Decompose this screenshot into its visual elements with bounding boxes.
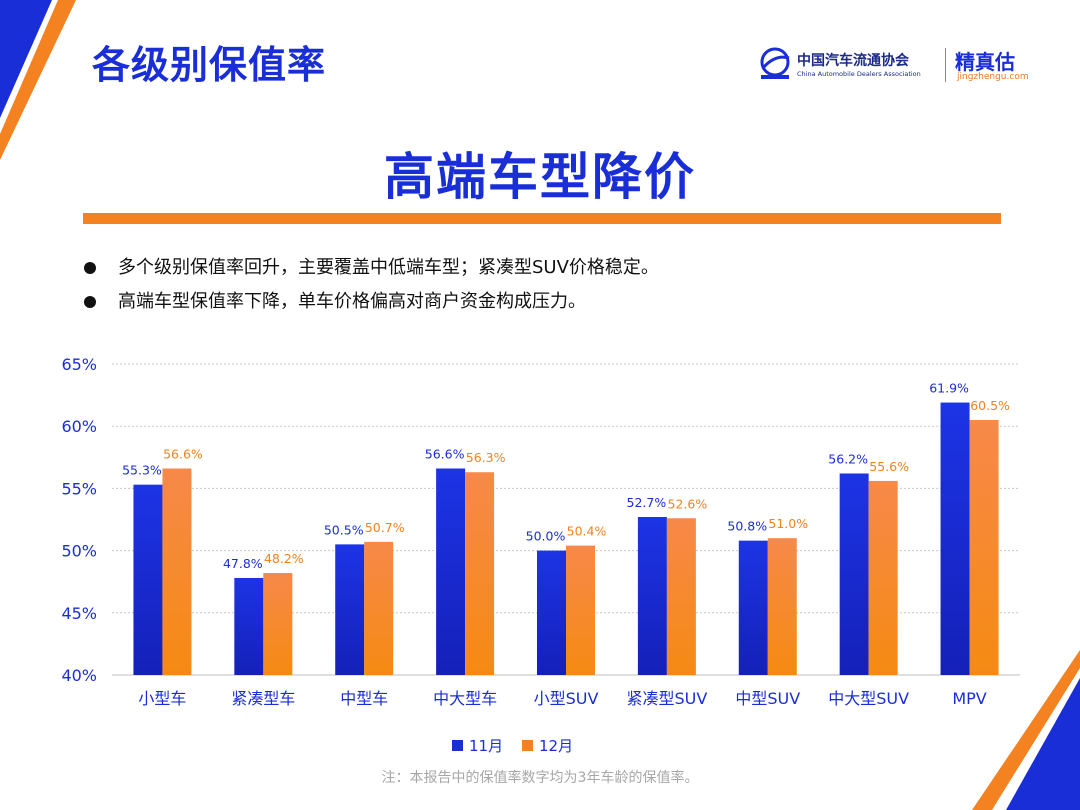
corner-decoration-bottom-right [972, 650, 1080, 810]
data-label-nov: 50.8% [727, 519, 767, 534]
data-label-dec: 56.3% [466, 450, 506, 465]
data-label-dec: 60.5% [970, 398, 1010, 413]
bar-dec [263, 572, 293, 675]
headline-underline [83, 213, 1001, 224]
logo-cada-name: 中国汽车流通协会 [797, 53, 909, 69]
data-label-dec: 56.6% [163, 446, 203, 461]
bar-nov [133, 484, 163, 675]
x-tick-label: 中型车 [340, 689, 388, 708]
bullet-text: 高端车型保值率下降，单车价格偏高对商户资金构成压力。 [118, 291, 586, 312]
corner-decoration-top-left [0, 0, 76, 160]
logo-block: 中国汽车流通协会 China Automobile Dealers Associ… [757, 46, 1047, 86]
data-label-nov: 47.8% [223, 556, 263, 571]
logo-jzg-url: jingzhengu.com [957, 72, 1029, 82]
legend-swatch-nov [452, 740, 463, 751]
data-label-dec: 50.4% [567, 524, 607, 539]
data-label-nov: 55.3% [122, 463, 162, 478]
x-tick-label: 小型SUV [534, 689, 599, 708]
y-tick-label: 40% [61, 666, 97, 685]
bullet-dot-icon [84, 262, 96, 274]
logo-cada-english: China Automobile Dealers Association [797, 70, 921, 78]
bar-nov [940, 402, 970, 675]
bar-dec [364, 541, 394, 675]
data-label-dec: 48.2% [264, 551, 304, 566]
bar-nov [335, 544, 365, 675]
x-tick-label: 紧凑型SUV [626, 689, 707, 708]
x-tick-label: 中大型SUV [828, 689, 909, 708]
bullet-dot-icon [84, 296, 96, 308]
bar-nov [637, 517, 667, 675]
data-label-nov: 50.0% [526, 529, 566, 544]
data-label-dec: 50.7% [365, 520, 405, 535]
bar-dec [465, 472, 495, 675]
y-tick-label: 50% [61, 542, 97, 561]
data-label-nov: 61.9% [929, 381, 969, 396]
bar-nov [738, 540, 768, 675]
y-tick-label: 65% [61, 355, 97, 374]
x-tick-label: MPV [952, 689, 986, 708]
bar-dec [767, 538, 797, 675]
data-label-dec: 52.6% [668, 496, 708, 511]
legend-swatch-dec [522, 740, 533, 751]
bar-dec [868, 480, 898, 675]
bullet-text: 多个级别保值率回升，主要覆盖中低端车型；紧凑型SUV价格稳定。 [118, 257, 659, 278]
x-tick-label: 紧凑型车 [231, 689, 295, 708]
data-label-nov: 56.6% [425, 446, 465, 461]
bar-nov [436, 468, 466, 675]
cada-logo-icon [760, 47, 790, 79]
legend-label-nov: 11月 [469, 737, 504, 755]
bar-dec [969, 419, 999, 675]
page-title: 各级别保值率 [92, 43, 327, 87]
data-label-dec: 51.0% [768, 516, 808, 531]
headline: 高端车型降价 [384, 148, 696, 206]
legend-label-dec: 12月 [539, 737, 574, 755]
logo-jzg-name: 精真估 [955, 50, 1015, 74]
bar-dec [666, 518, 696, 675]
y-tick-label: 60% [61, 417, 97, 436]
x-tick-label: 中大型车 [433, 689, 497, 708]
data-label-nov: 50.5% [324, 522, 364, 537]
y-tick-label: 45% [61, 604, 97, 623]
bar-nov [839, 473, 869, 675]
y-tick-label: 55% [61, 479, 97, 498]
bar-nov [234, 577, 264, 675]
footnote: 注：本报告中的保值率数字均为3年车龄的保值率。 [381, 770, 699, 786]
bar-nov [537, 550, 566, 675]
data-label-nov: 52.7% [627, 495, 667, 510]
x-tick-label: 中型SUV [735, 689, 800, 708]
x-tick-label: 小型车 [138, 689, 186, 708]
data-label-dec: 55.6% [869, 459, 909, 474]
logo-divider [945, 48, 946, 82]
bar-dec [566, 545, 595, 675]
bar-dec [162, 468, 192, 675]
data-label-nov: 56.2% [828, 451, 868, 466]
